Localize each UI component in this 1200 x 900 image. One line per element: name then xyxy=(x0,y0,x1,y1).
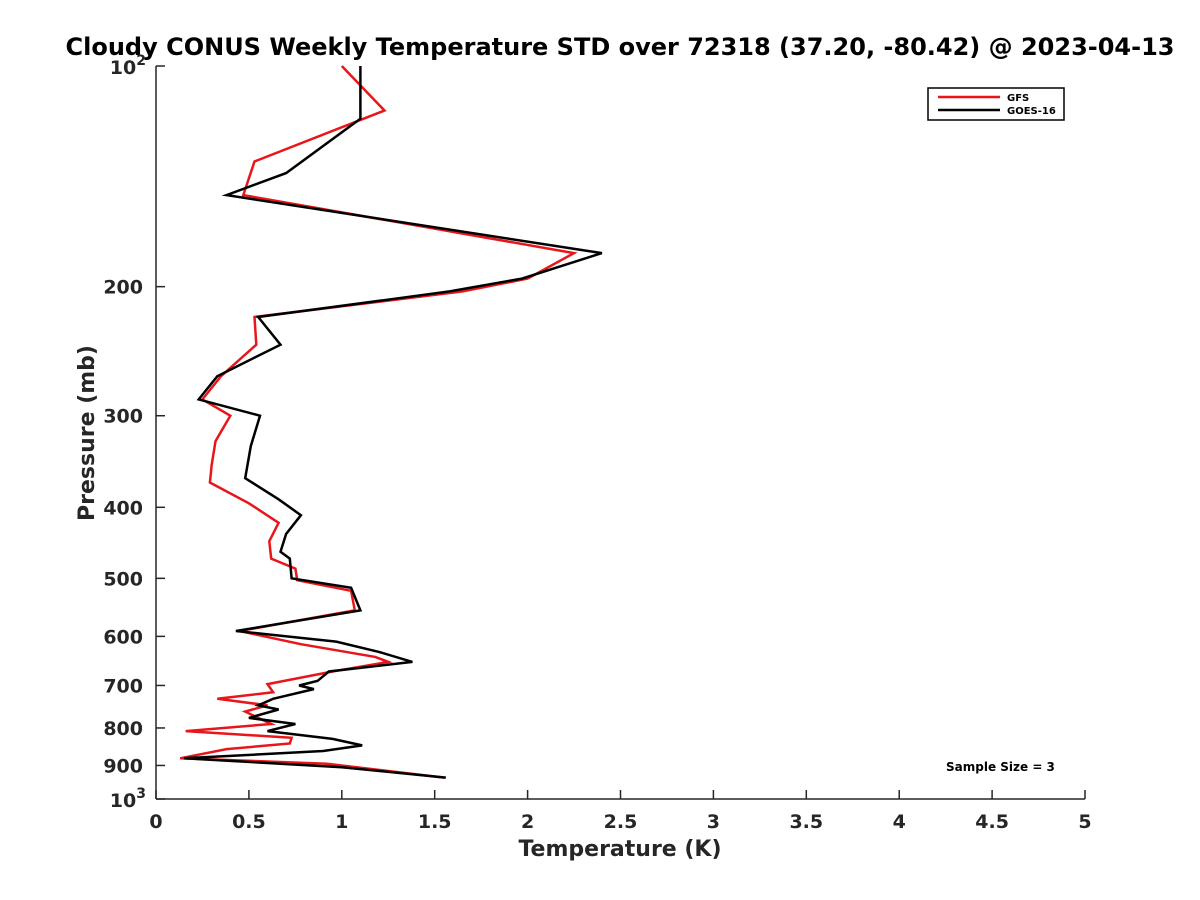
y-tick-label: 800 xyxy=(103,718,143,740)
y-tick-label: 400 xyxy=(103,497,143,519)
y-tick-label: 300 xyxy=(103,406,143,428)
x-tick-label: 2.5 xyxy=(604,811,638,833)
y-tick-label: 103 xyxy=(110,786,146,812)
legend-box xyxy=(927,87,1065,121)
x-tick-label: 5 xyxy=(1078,811,1091,833)
y-axis-label: Pressure (mb) xyxy=(75,345,100,521)
x-tick-label: 0 xyxy=(149,811,162,833)
x-tick-label: 3 xyxy=(707,811,720,833)
x-tick-label: 4 xyxy=(893,811,906,833)
x-tick-label: 2 xyxy=(521,811,534,833)
sample-size-annotation: Sample Size = 3 xyxy=(946,760,1055,774)
legend: GFS GOES-16 xyxy=(927,87,1065,121)
plot-area xyxy=(156,66,1085,799)
x-axis-ticks: 0 0.5 1 1.5 2 2.5 3 3.5 4 4.5 5 xyxy=(149,790,1092,833)
x-axis-label: Temperature (K) xyxy=(518,837,721,862)
legend-label-gfs: GFS xyxy=(1007,93,1029,104)
x-tick-label: 1 xyxy=(335,811,348,833)
series-line-goes-16 xyxy=(183,66,603,779)
series-lines xyxy=(179,65,603,779)
y-tick-base: 10 xyxy=(110,57,136,79)
y-tick-label: 200 xyxy=(103,277,143,299)
y-tick-exponent: 2 xyxy=(136,53,146,69)
y-tick-label: 900 xyxy=(103,755,143,777)
x-tick-label: 0.5 xyxy=(232,811,266,833)
x-tick-label: 1.5 xyxy=(418,811,452,833)
y-tick-base: 10 xyxy=(110,790,136,812)
y-tick-label: 500 xyxy=(103,568,143,590)
y-tick-label: 600 xyxy=(103,626,143,648)
legend-label-goes16: GOES-16 xyxy=(1007,106,1056,117)
y-tick-label: 102 xyxy=(110,53,146,79)
y-tick-label: 700 xyxy=(103,675,143,697)
x-tick-label: 3.5 xyxy=(789,811,823,833)
x-tick-label: 4.5 xyxy=(975,811,1009,833)
y-tick-exponent: 3 xyxy=(136,786,146,802)
chart-title: Cloudy CONUS Weekly Temperature STD over… xyxy=(66,33,1175,61)
